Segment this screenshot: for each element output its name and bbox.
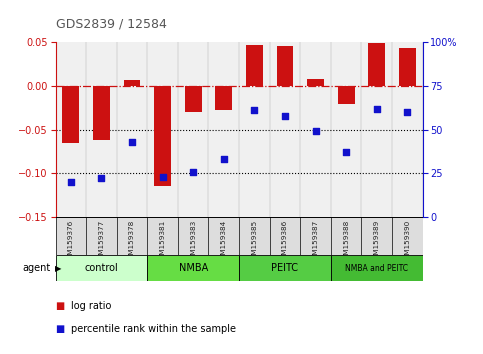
Text: GSM159386: GSM159386: [282, 220, 288, 264]
Point: [159, 174, 167, 179]
Bar: [338, 86, 355, 103]
Bar: [93, 86, 110, 140]
Bar: [124, 80, 141, 86]
Bar: [270, 217, 300, 255]
Bar: [239, 255, 331, 281]
Bar: [147, 255, 239, 281]
Point: [67, 179, 75, 185]
Text: ■: ■: [56, 301, 65, 311]
Text: NMBA: NMBA: [179, 263, 208, 273]
Text: log ratio: log ratio: [71, 301, 112, 311]
Text: ▶: ▶: [55, 264, 61, 273]
Point: [189, 169, 197, 174]
Text: GSM159389: GSM159389: [374, 220, 380, 264]
Text: control: control: [85, 263, 118, 273]
Bar: [185, 86, 201, 112]
Bar: [62, 86, 79, 143]
Point: [312, 129, 319, 134]
Bar: [300, 217, 331, 255]
Text: GSM159388: GSM159388: [343, 220, 349, 264]
Text: GSM159384: GSM159384: [221, 220, 227, 264]
Bar: [56, 255, 147, 281]
Text: GSM159377: GSM159377: [99, 220, 104, 264]
Text: GSM159381: GSM159381: [159, 220, 166, 264]
Text: PEITC: PEITC: [271, 263, 298, 273]
Bar: [361, 217, 392, 255]
Bar: [147, 217, 178, 255]
Bar: [331, 217, 361, 255]
Text: NMBA and PEITC: NMBA and PEITC: [345, 264, 408, 273]
Bar: [117, 217, 147, 255]
Text: GSM159378: GSM159378: [129, 220, 135, 264]
Bar: [178, 217, 209, 255]
Text: ■: ■: [56, 324, 65, 334]
Point: [342, 149, 350, 155]
Bar: [215, 86, 232, 110]
Bar: [246, 45, 263, 86]
Text: GSM159390: GSM159390: [404, 220, 411, 264]
Bar: [277, 46, 293, 86]
Text: GSM159387: GSM159387: [313, 220, 319, 264]
Text: GSM159383: GSM159383: [190, 220, 196, 264]
Bar: [86, 217, 117, 255]
Text: GSM159376: GSM159376: [68, 220, 74, 264]
Bar: [307, 79, 324, 86]
Point: [281, 113, 289, 119]
Bar: [331, 255, 423, 281]
Point: [373, 106, 381, 112]
Bar: [399, 48, 416, 86]
Bar: [369, 43, 385, 86]
Text: agent: agent: [23, 263, 51, 273]
Point: [251, 108, 258, 113]
Bar: [392, 217, 423, 255]
Bar: [239, 217, 270, 255]
Point: [98, 176, 105, 181]
Bar: [154, 86, 171, 186]
Point: [220, 156, 227, 162]
Text: percentile rank within the sample: percentile rank within the sample: [71, 324, 237, 334]
Bar: [56, 217, 86, 255]
Text: GSM159385: GSM159385: [251, 220, 257, 264]
Point: [403, 109, 411, 115]
Bar: [209, 217, 239, 255]
Point: [128, 139, 136, 145]
Text: GDS2839 / 12584: GDS2839 / 12584: [56, 17, 167, 30]
